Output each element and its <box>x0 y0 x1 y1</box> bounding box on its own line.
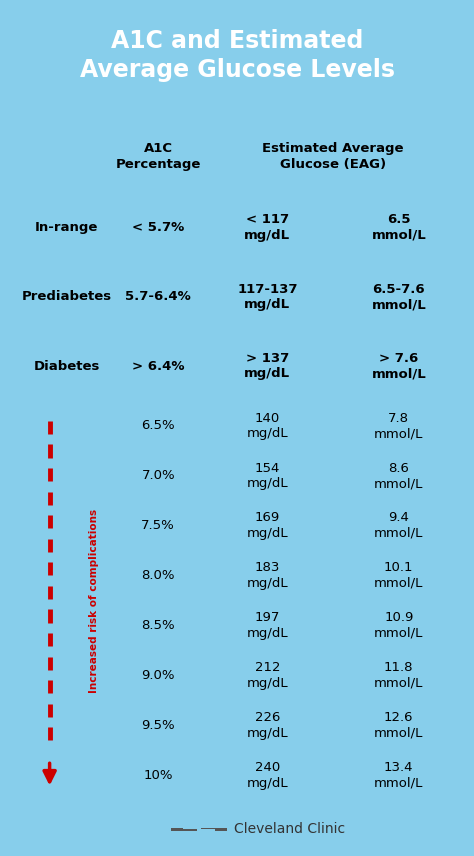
Text: 10.9
mmol/L: 10.9 mmol/L <box>374 611 423 639</box>
Text: 9.0%: 9.0% <box>141 669 175 682</box>
Text: 8.0%: 8.0% <box>141 569 175 582</box>
Text: 11.8
mmol/L: 11.8 mmol/L <box>374 662 423 690</box>
Text: Estimated Average
Glucose (EAG): Estimated Average Glucose (EAG) <box>262 142 404 170</box>
Text: 6.5%: 6.5% <box>141 419 175 432</box>
Text: > 7.6
mmol/L: > 7.6 mmol/L <box>372 352 426 380</box>
Text: 6.5
mmol/L: 6.5 mmol/L <box>372 213 426 241</box>
Text: > 6.4%: > 6.4% <box>132 360 184 372</box>
Text: A1C and Estimated
Average Glucose Levels: A1C and Estimated Average Glucose Levels <box>80 29 394 82</box>
Text: 7.0%: 7.0% <box>141 469 175 482</box>
Bar <box>183 828 199 829</box>
Text: 9.5%: 9.5% <box>141 719 175 732</box>
Text: In-range: In-range <box>35 221 99 234</box>
Bar <box>201 828 227 830</box>
Text: 6.5-7.6
mmol/L: 6.5-7.6 mmol/L <box>372 282 426 311</box>
Text: 10%: 10% <box>144 769 173 782</box>
Text: Cleveland Clinic: Cleveland Clinic <box>234 823 345 836</box>
Text: 197
mg/dL: 197 mg/dL <box>246 611 288 639</box>
Text: 12.6
mmol/L: 12.6 mmol/L <box>374 711 423 740</box>
Text: 7.5%: 7.5% <box>141 520 175 532</box>
Text: > 137
mg/dL: > 137 mg/dL <box>244 352 291 380</box>
Text: 154
mg/dL: 154 mg/dL <box>246 461 288 490</box>
Text: Prediabetes: Prediabetes <box>22 290 112 303</box>
Text: < 5.7%: < 5.7% <box>132 221 184 234</box>
Text: 169
mg/dL: 169 mg/dL <box>246 511 288 540</box>
Text: 140
mg/dL: 140 mg/dL <box>246 412 288 440</box>
Text: Diabetes: Diabetes <box>34 360 100 372</box>
Text: Increased risk of complications: Increased risk of complications <box>89 508 99 693</box>
Text: < 117
mg/dL: < 117 mg/dL <box>244 213 291 241</box>
Text: 7.8
mmol/L: 7.8 mmol/L <box>374 412 423 440</box>
Bar <box>171 828 197 830</box>
Text: 226
mg/dL: 226 mg/dL <box>246 711 288 740</box>
Text: 8.5%: 8.5% <box>141 619 175 632</box>
Text: 212
mg/dL: 212 mg/dL <box>246 662 288 690</box>
Text: 13.4
mmol/L: 13.4 mmol/L <box>374 761 423 789</box>
Text: 5.7-6.4%: 5.7-6.4% <box>125 290 191 303</box>
Bar <box>200 829 215 831</box>
Text: 9.4
mmol/L: 9.4 mmol/L <box>374 511 423 540</box>
Text: 117-137
mg/dL: 117-137 mg/dL <box>237 282 298 311</box>
Text: 240
mg/dL: 240 mg/dL <box>246 761 288 789</box>
Text: 183
mg/dL: 183 mg/dL <box>246 562 288 590</box>
Text: A1C
Percentage: A1C Percentage <box>116 142 201 170</box>
Text: 10.1
mmol/L: 10.1 mmol/L <box>374 562 423 590</box>
Text: 8.6
mmol/L: 8.6 mmol/L <box>374 461 423 490</box>
